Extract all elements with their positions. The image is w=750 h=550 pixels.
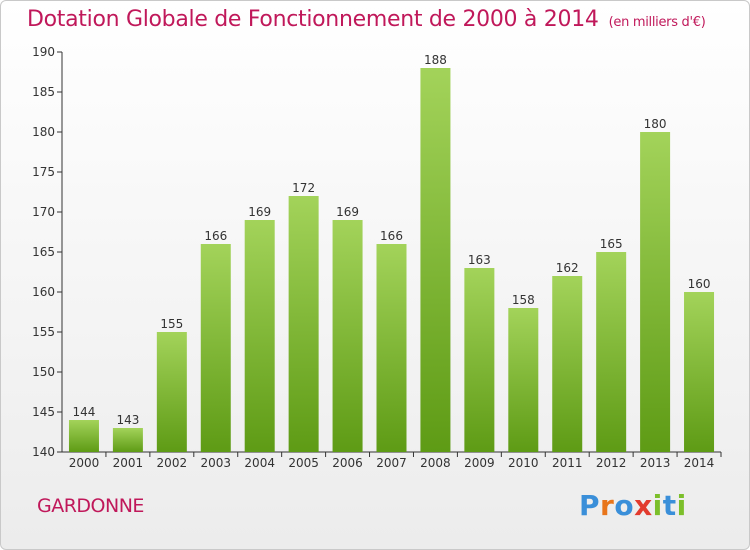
- data-label-2014: 160: [688, 277, 711, 291]
- axes: 140 145 150 155 160 165 170 175 180 185 190 2000 200…: [32, 45, 722, 470]
- y-tick-label: 150: [32, 365, 55, 379]
- logo-letter: i: [652, 489, 663, 522]
- x-tick-label: 2006: [332, 456, 363, 470]
- bar-2005: [288, 196, 319, 452]
- bar-2011: [552, 276, 583, 452]
- municipality-name: GARDONNE: [37, 495, 144, 517]
- x-tick-label: 2000: [69, 456, 100, 470]
- data-label-2009: 163: [468, 253, 491, 267]
- chart-subtitle: (en milliers d'€): [608, 15, 706, 30]
- bar-2009: [464, 268, 495, 452]
- x-tick-label: 2004: [244, 456, 275, 470]
- logo-letter: i: [676, 489, 687, 522]
- bar-2006: [332, 220, 363, 452]
- x-tick-label: 2007: [376, 456, 407, 470]
- bar-2004: [244, 220, 275, 452]
- bar-2007: [376, 244, 407, 452]
- bar-2001: [112, 428, 143, 452]
- y-tick-label: 140: [32, 445, 55, 459]
- bar-2012: [596, 252, 627, 452]
- x-tick-label: 2005: [288, 456, 319, 470]
- data-label-2003: 166: [204, 229, 227, 243]
- bar-2003: [200, 244, 231, 452]
- data-label-2006: 169: [336, 205, 359, 219]
- data-label-2013: 180: [644, 117, 667, 131]
- data-label-2002: 155: [160, 317, 183, 331]
- x-tick-label: 2013: [640, 456, 671, 470]
- bar-2002: [156, 332, 187, 452]
- y-tick-label: 155: [32, 325, 55, 339]
- x-tick-label: 2011: [552, 456, 583, 470]
- logo-letter: r: [600, 489, 615, 522]
- data-label-2000: 144: [73, 405, 96, 419]
- data-label-2007: 166: [380, 229, 403, 243]
- data-label-2004: 169: [248, 205, 271, 219]
- bar-2000: [68, 420, 99, 452]
- y-tick-label: 180: [32, 125, 55, 139]
- data-label-2001: 143: [116, 413, 139, 427]
- x-tick-label: 2001: [113, 456, 144, 470]
- x-tick-label: 2014: [684, 456, 715, 470]
- data-label-2011: 162: [556, 261, 579, 275]
- y-tick-label: 185: [32, 85, 55, 99]
- x-tick-label: 2002: [157, 456, 188, 470]
- data-label-2010: 158: [512, 293, 535, 307]
- data-label-2008: 188: [424, 53, 447, 67]
- bar-2014: [684, 292, 715, 452]
- data-label-2012: 165: [600, 237, 623, 251]
- x-tick-label: 2008: [420, 456, 451, 470]
- y-tick-label: 175: [32, 165, 55, 179]
- x-tick-label: 2010: [508, 456, 539, 470]
- logo-letter: P: [579, 489, 601, 522]
- data-label-2005: 172: [292, 181, 315, 195]
- y-tick-label: 190: [32, 45, 55, 59]
- y-tick-label: 165: [32, 245, 55, 259]
- y-tick-label: 160: [32, 285, 55, 299]
- bar-2013: [640, 132, 671, 452]
- proxiti-logo: Proxiti: [579, 489, 687, 522]
- chart-title: Dotation Globale de Fonctionnement de 20…: [27, 7, 706, 32]
- logo-letter: o: [614, 489, 635, 522]
- y-tick-label: 145: [32, 405, 55, 419]
- chart-title-text: Dotation Globale de Fonctionnement de 20…: [27, 7, 599, 32]
- x-tick-label: 2009: [464, 456, 495, 470]
- data-labels: 144 143 155 166 169 172 169 166 188 163 158 162 165 1…: [73, 53, 711, 427]
- x-tick-label: 2012: [596, 456, 627, 470]
- x-tick-label: 2003: [200, 456, 231, 470]
- y-tick-label: 170: [32, 205, 55, 219]
- bars: [68, 68, 715, 452]
- bar-2008: [420, 68, 451, 452]
- bar-2010: [508, 308, 539, 452]
- logo-letter: x: [634, 489, 653, 522]
- logo-letter: t: [662, 489, 677, 522]
